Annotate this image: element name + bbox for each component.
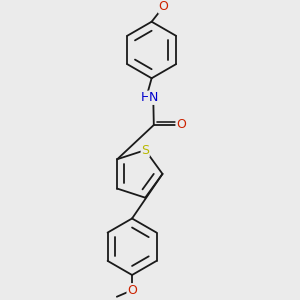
Text: O: O [159, 0, 169, 13]
Text: N: N [148, 91, 158, 104]
Text: O: O [176, 118, 186, 131]
Text: O: O [127, 284, 137, 297]
Text: H: H [140, 91, 150, 104]
Text: S: S [141, 144, 149, 157]
